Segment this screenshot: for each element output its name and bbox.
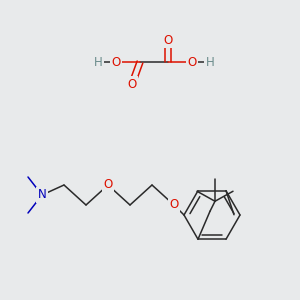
Text: O: O: [169, 199, 178, 212]
Text: N: N: [38, 188, 46, 202]
Text: O: O: [164, 34, 172, 46]
Text: O: O: [128, 77, 136, 91]
Text: O: O: [103, 178, 112, 191]
Text: O: O: [188, 56, 196, 68]
Text: O: O: [111, 56, 121, 68]
Text: H: H: [206, 56, 214, 68]
Text: H: H: [94, 56, 102, 68]
